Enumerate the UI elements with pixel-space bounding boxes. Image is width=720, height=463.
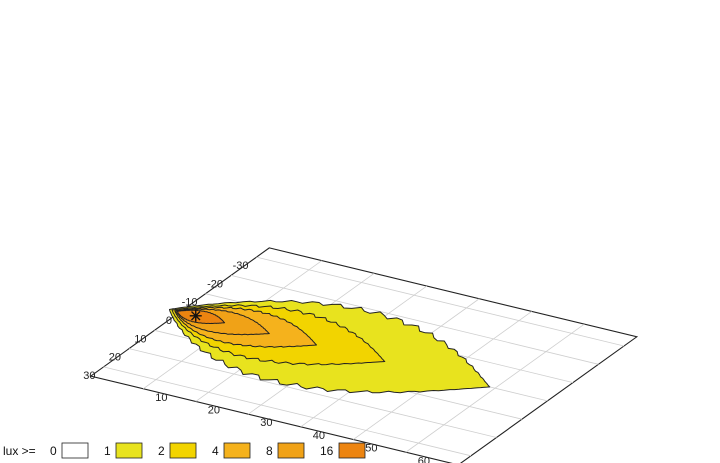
grid-line-y (230, 275, 599, 365)
contour-layer (169, 299, 491, 394)
y-tick-label: 0 (166, 315, 172, 327)
grid-line-y (103, 366, 472, 457)
legend-label: 0 (50, 444, 57, 458)
legend-label: 1 (104, 444, 111, 458)
x-tick-label: 10 (155, 392, 167, 404)
grid-line-y (128, 348, 497, 438)
legend-swatch (115, 442, 143, 459)
legend: lux >= 0 1 2 4 8 16 (3, 442, 366, 459)
y-tick-label: -30 (233, 260, 249, 272)
grid-line-y (256, 256, 625, 347)
y-tick-label: -20 (207, 278, 223, 290)
legend-label: 8 (266, 444, 273, 458)
y-tick-label: 10 (134, 333, 146, 345)
legend-title: lux >= (3, 444, 36, 458)
x-tick-label: 30 (260, 417, 272, 429)
legend-swatch (338, 442, 366, 459)
light-source-marker (189, 309, 202, 322)
tick-label-layer: 10 20 30 40 50 60 30 20 10 0 -10 -20 -30 (83, 260, 430, 463)
legend-label: 16 (320, 444, 334, 458)
legend-swatch (223, 442, 251, 459)
y-tick-label: -10 (182, 297, 198, 309)
legend-label: 2 (158, 444, 165, 458)
light-source-layer (189, 309, 202, 322)
x-tick-label: 50 (365, 443, 377, 455)
x-tick-label: 20 (208, 404, 220, 416)
legend-label: 4 (212, 444, 219, 458)
legend-swatch (277, 442, 305, 459)
x-tick-label: 40 (313, 430, 325, 442)
contour-level-16 (176, 309, 226, 324)
legend-swatch (169, 442, 197, 459)
y-tick-label: 20 (109, 352, 121, 364)
x-tick-label: 60 (418, 455, 430, 463)
y-tick-label: 30 (83, 370, 95, 382)
legend-swatch (61, 442, 89, 459)
